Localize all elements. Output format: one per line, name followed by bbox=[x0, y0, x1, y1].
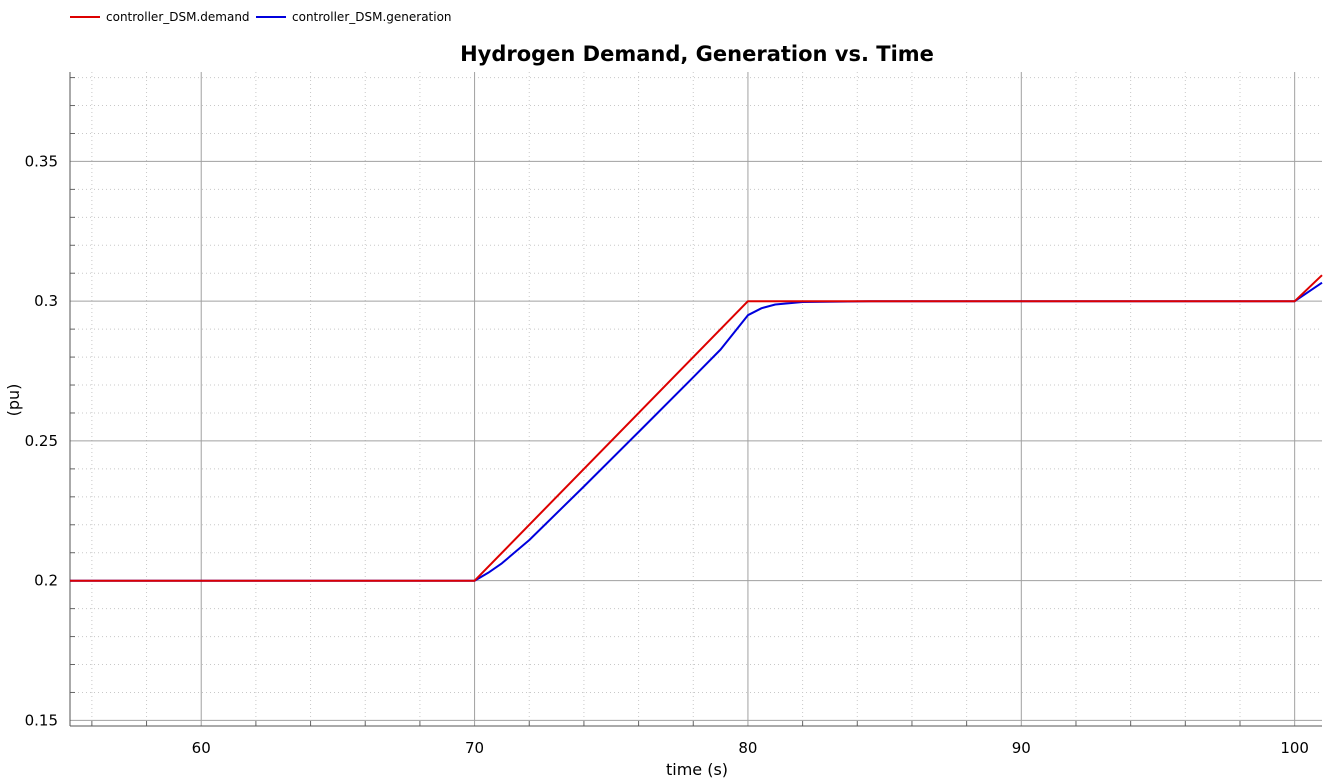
y-tick-label: 0.25 bbox=[25, 432, 58, 450]
x-tick-label: 70 bbox=[465, 739, 484, 757]
y-axis-label: (pu) bbox=[4, 384, 23, 417]
legend-label: controller_DSM.demand bbox=[106, 10, 250, 24]
series-lines bbox=[70, 274, 1323, 582]
x-axis-label: time (s) bbox=[666, 760, 728, 778]
y-tick-label: 0.15 bbox=[25, 711, 58, 729]
x-tick-label: 90 bbox=[1012, 739, 1031, 757]
series-line-controller-dsm-generation bbox=[70, 281, 1323, 582]
y-tick-label: 0.3 bbox=[34, 292, 58, 310]
legend: controller_DSM.demand controller_DSM.gene… bbox=[70, 10, 452, 24]
legend-label: controller_DSM.generation bbox=[292, 10, 452, 24]
x-tick-label: 80 bbox=[738, 739, 757, 757]
x-tick-label: 100 bbox=[1280, 739, 1309, 757]
x-tick-label: 60 bbox=[192, 739, 211, 757]
x-tick-labels: 60 70 80 90 100 bbox=[192, 739, 1309, 757]
chart-title: Hydrogen Demand, Generation vs. Time bbox=[460, 42, 934, 66]
y-tick-labels: 0.15 0.2 0.25 0.3 0.35 bbox=[25, 152, 58, 729]
minor-grid bbox=[70, 72, 1322, 726]
axes bbox=[69, 72, 1322, 727]
major-grid bbox=[70, 72, 1322, 726]
series-line-controller-dsm-demand bbox=[70, 274, 1323, 582]
y-tick-label: 0.2 bbox=[34, 572, 58, 590]
y-tick-label: 0.35 bbox=[25, 152, 58, 170]
